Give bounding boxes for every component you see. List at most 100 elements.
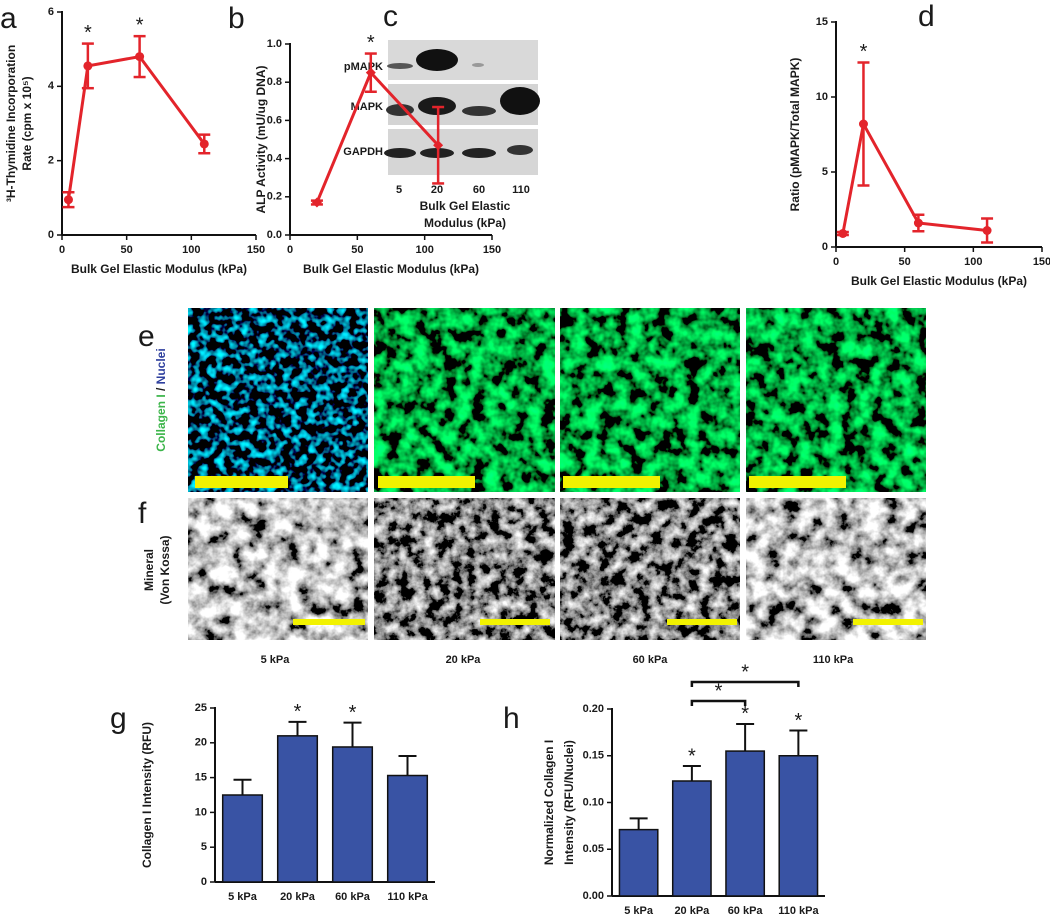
x-tick-label: 50 <box>899 256 911 268</box>
y-tick-label: 0 <box>48 229 54 241</box>
significance: * <box>367 32 375 54</box>
data-point <box>913 218 923 228</box>
y-tick-label: 2 <box>48 155 54 167</box>
y-tick-label: 0.05 <box>583 843 604 855</box>
x-axis-label: Bulk Gel Elastic Modulus (kPa) <box>303 262 479 276</box>
y-tick-label: 0.20 <box>583 703 604 715</box>
micrograph <box>374 498 555 640</box>
stain-label: (Von Kossa) <box>158 535 172 604</box>
y-tick-label: 0.0 <box>267 229 282 241</box>
micrograph <box>560 498 740 640</box>
micrograph <box>374 308 555 492</box>
blot-band <box>472 63 484 67</box>
y-tick-label: 0.15 <box>583 750 604 762</box>
data-point <box>365 67 376 78</box>
x-tick-label: 0 <box>833 256 839 268</box>
y-tick-label: 1.0 <box>267 38 282 50</box>
y-tick-label: 0.4 <box>267 153 283 165</box>
significance: * <box>294 701 302 723</box>
data-point <box>858 119 868 129</box>
y-axis-label: ³H-Thymidine Incorporation <box>4 45 18 202</box>
significance: * <box>349 702 357 724</box>
y-axis-label: Collagen I Intensity (RFU) <box>140 722 154 868</box>
blot-band <box>507 145 533 155</box>
panel-letter: h <box>503 702 520 735</box>
panel-letter: c <box>383 0 398 33</box>
y-tick-label: 0.2 <box>267 191 282 203</box>
data-point <box>982 226 992 235</box>
y-tick-label: 5 <box>201 841 207 853</box>
x-tick-label: 20 kPa <box>674 905 710 914</box>
x-axis-label: Bulk Gel Elastic Modulus (kPa) <box>71 262 247 276</box>
data-point <box>311 197 322 208</box>
blot <box>384 40 540 175</box>
data-point <box>63 195 73 205</box>
x-tick-label: 5 kPa <box>228 891 258 903</box>
column-label: 20 kPa <box>446 654 482 666</box>
significance: * <box>741 703 749 725</box>
x-tick-label: 100 <box>182 244 200 256</box>
x-tick-label: 100 <box>415 244 433 256</box>
x-tick-label: 150 <box>247 244 265 256</box>
y-tick-label: 10 <box>816 91 828 103</box>
bar <box>386 774 429 883</box>
y-tick-label: 5 <box>822 166 828 178</box>
y-tick-label: 0 <box>822 241 828 253</box>
significance: * <box>84 22 92 44</box>
micrograph <box>746 498 926 640</box>
bar <box>671 780 712 897</box>
x-tick-label: 150 <box>483 244 501 256</box>
y-tick-label: 0.6 <box>267 114 282 126</box>
significance: * <box>741 661 749 683</box>
y-tick-label: 15 <box>195 772 207 784</box>
blot-band <box>384 148 416 158</box>
bar <box>778 755 819 897</box>
stain-nuclei: Nuclei <box>154 348 168 384</box>
blot-row-label: pMAPK <box>344 61 383 73</box>
y-tick-label: 15 <box>816 16 828 28</box>
scale-bar <box>378 476 475 488</box>
panel-letter: f <box>138 497 147 530</box>
significance-bracket <box>690 680 800 687</box>
x-tick-label: 100 <box>964 256 982 268</box>
y-tick-label: 20 <box>195 737 207 749</box>
blot-lane-label: 5 <box>396 184 402 196</box>
stain-label: Mineral <box>142 549 156 591</box>
x-tick-label: 0 <box>287 244 293 256</box>
panel-letter: e <box>138 320 155 353</box>
y-tick-label: 0 <box>201 876 207 888</box>
column-label: 5 kPa <box>261 654 291 666</box>
significance: * <box>794 710 802 732</box>
data-point <box>838 229 848 238</box>
y-axis-label: ALP Activity (mU/ug DNA) <box>254 65 268 213</box>
y-tick-label: 10 <box>195 806 207 818</box>
x-axis-label: Bulk Gel Elastic Modulus (kPa) <box>851 274 1027 288</box>
y-tick-label: 6 <box>48 6 54 18</box>
y-tick-label: 0.00 <box>583 890 604 902</box>
column-label: 60 kPa <box>633 654 669 666</box>
bar <box>618 828 659 897</box>
blot-band <box>416 49 458 71</box>
data-point <box>433 140 444 151</box>
significance-bracket <box>690 699 747 706</box>
stain-label: Collagen I / Nuclei <box>154 348 168 451</box>
bar <box>725 750 766 897</box>
x-tick-label: 5 kPa <box>624 905 654 914</box>
panel-letter: d <box>918 0 935 33</box>
scale-bar <box>667 619 737 625</box>
y-axis-label: Intensity (RFU/Nuclei) <box>562 740 576 865</box>
column-label: 110 kPa <box>813 654 854 666</box>
x-tick-label: 110 kPa <box>387 891 428 903</box>
blot-band <box>387 63 413 69</box>
y-axis-label: Normalized Collagen I <box>542 740 556 865</box>
x-tick-label: 50 <box>351 244 363 256</box>
micrographs <box>188 308 926 640</box>
blot-band <box>462 148 496 158</box>
x-tick-label: 60 kPa <box>728 905 764 914</box>
data-line <box>66 54 206 200</box>
significance: * <box>860 41 868 63</box>
scale-bar <box>853 619 923 625</box>
micrograph <box>188 498 368 640</box>
y-axis-label: Ratio (pMAPK/Total MAPK) <box>788 58 802 212</box>
significance: * <box>688 745 696 767</box>
